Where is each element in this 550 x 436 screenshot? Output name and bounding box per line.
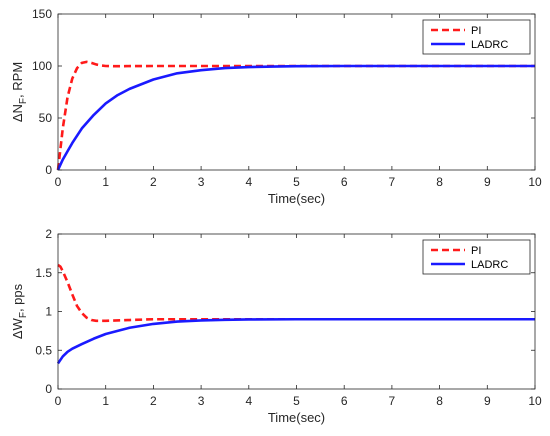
y-axis-label-subscript: F bbox=[18, 312, 29, 318]
x-axis-label: Time(sec) bbox=[268, 410, 325, 425]
x-tick-label: 8 bbox=[436, 394, 443, 408]
legend-box bbox=[422, 239, 531, 275]
y-tick-label: 1 bbox=[45, 305, 52, 319]
y-axis-label-unit: , pps bbox=[10, 283, 25, 312]
axes-box bbox=[57, 233, 536, 390]
x-tick-label: 5 bbox=[293, 175, 300, 189]
series-line-ladrc bbox=[56, 317, 535, 365]
x-tick-label: 4 bbox=[245, 394, 252, 408]
y-axis-label-main: ΔN bbox=[10, 104, 25, 122]
y-tick-label: 1.5 bbox=[35, 266, 52, 280]
y-tick-label: 100 bbox=[32, 59, 52, 73]
x-tick-label: 3 bbox=[198, 175, 205, 189]
x-tick-label: 3 bbox=[198, 394, 205, 408]
y-axis-label-main: ΔW bbox=[10, 317, 25, 339]
x-tick-label: 5 bbox=[293, 394, 300, 408]
y-axis-label: ΔNF, RPM bbox=[10, 62, 29, 122]
legend: PI LADRC bbox=[422, 19, 531, 55]
x-tick-label: 1 bbox=[102, 175, 109, 189]
x-tick-label: 8 bbox=[436, 175, 443, 189]
y-axis-label-subscript: F bbox=[18, 98, 29, 104]
x-tick-label: 2 bbox=[150, 175, 157, 189]
y-tick-label: 0.5 bbox=[35, 343, 52, 357]
legend-label-pi: PI bbox=[471, 25, 481, 37]
x-tick-label: 6 bbox=[341, 175, 348, 189]
y-tick-label: 2 bbox=[45, 227, 52, 241]
x-tick-label: 10 bbox=[528, 394, 542, 408]
x-tick-label: 6 bbox=[341, 394, 348, 408]
y-tick-label: 150 bbox=[32, 7, 52, 21]
x-tick-label: 4 bbox=[245, 175, 252, 189]
x-tick-label: 0 bbox=[55, 175, 62, 189]
legend-label-ladrc: LADRC bbox=[471, 259, 508, 271]
fuel-flow-chart: 0 1 2 3 4 5 6 7 8 9 10 0 0.5 1 1.5 2 Time(sec) ΔWF, pps PI… bbox=[10, 227, 542, 425]
x-axis-label: Time(sec) bbox=[268, 191, 325, 206]
legend-box bbox=[422, 19, 531, 55]
axes-box bbox=[57, 13, 536, 171]
y-tick-label: 0 bbox=[45, 163, 52, 177]
legend-label-ladrc: LADRC bbox=[471, 39, 508, 51]
y-tick-label: 50 bbox=[39, 111, 53, 125]
x-tick-label: 10 bbox=[528, 175, 542, 189]
x-tick-label: 0 bbox=[55, 394, 62, 408]
x-tick-label: 2 bbox=[150, 394, 157, 408]
y-axis-label-unit: , RPM bbox=[10, 62, 25, 98]
y-tick-label: 0 bbox=[45, 382, 52, 396]
x-tick-label: 9 bbox=[484, 394, 491, 408]
x-tick-label: 1 bbox=[102, 394, 109, 408]
series-line-pi bbox=[57, 263, 535, 323]
x-tick-label: 7 bbox=[389, 394, 396, 408]
y-axis-label: ΔWF, pps bbox=[10, 283, 29, 339]
x-tick-label: 9 bbox=[484, 175, 491, 189]
series-line-ladrc bbox=[56, 64, 535, 171]
x-tick-label: 7 bbox=[389, 175, 396, 189]
legend-label-pi: PI bbox=[471, 245, 481, 257]
legend: PI LADRC bbox=[422, 239, 531, 275]
